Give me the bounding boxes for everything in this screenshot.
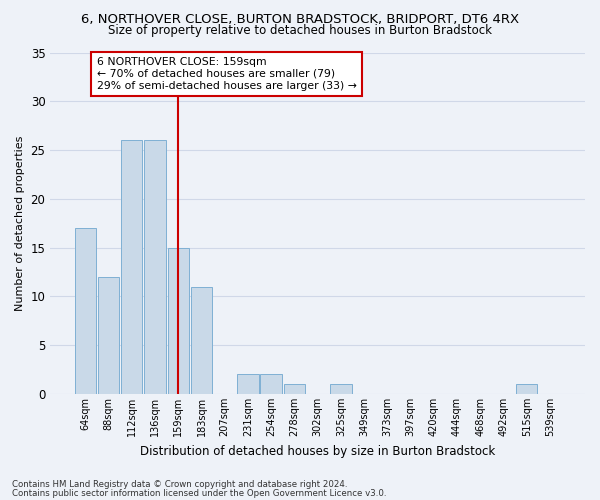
Text: Contains public sector information licensed under the Open Government Licence v3: Contains public sector information licen… — [12, 489, 386, 498]
Text: Contains HM Land Registry data © Crown copyright and database right 2024.: Contains HM Land Registry data © Crown c… — [12, 480, 347, 489]
Bar — [145, 140, 166, 394]
Y-axis label: Number of detached properties: Number of detached properties — [15, 136, 25, 311]
Bar — [98, 277, 119, 394]
Bar — [74, 228, 96, 394]
Bar — [121, 140, 142, 394]
Bar — [330, 384, 352, 394]
Text: Size of property relative to detached houses in Burton Bradstock: Size of property relative to detached ho… — [108, 24, 492, 37]
Bar — [237, 374, 259, 394]
X-axis label: Distribution of detached houses by size in Burton Bradstock: Distribution of detached houses by size … — [140, 444, 495, 458]
Bar — [516, 384, 538, 394]
Bar — [167, 248, 189, 394]
Text: 6, NORTHOVER CLOSE, BURTON BRADSTOCK, BRIDPORT, DT6 4RX: 6, NORTHOVER CLOSE, BURTON BRADSTOCK, BR… — [81, 12, 519, 26]
Bar — [260, 374, 282, 394]
Bar — [284, 384, 305, 394]
Text: 6 NORTHOVER CLOSE: 159sqm
← 70% of detached houses are smaller (79)
29% of semi-: 6 NORTHOVER CLOSE: 159sqm ← 70% of detac… — [97, 58, 357, 90]
Bar — [191, 286, 212, 394]
